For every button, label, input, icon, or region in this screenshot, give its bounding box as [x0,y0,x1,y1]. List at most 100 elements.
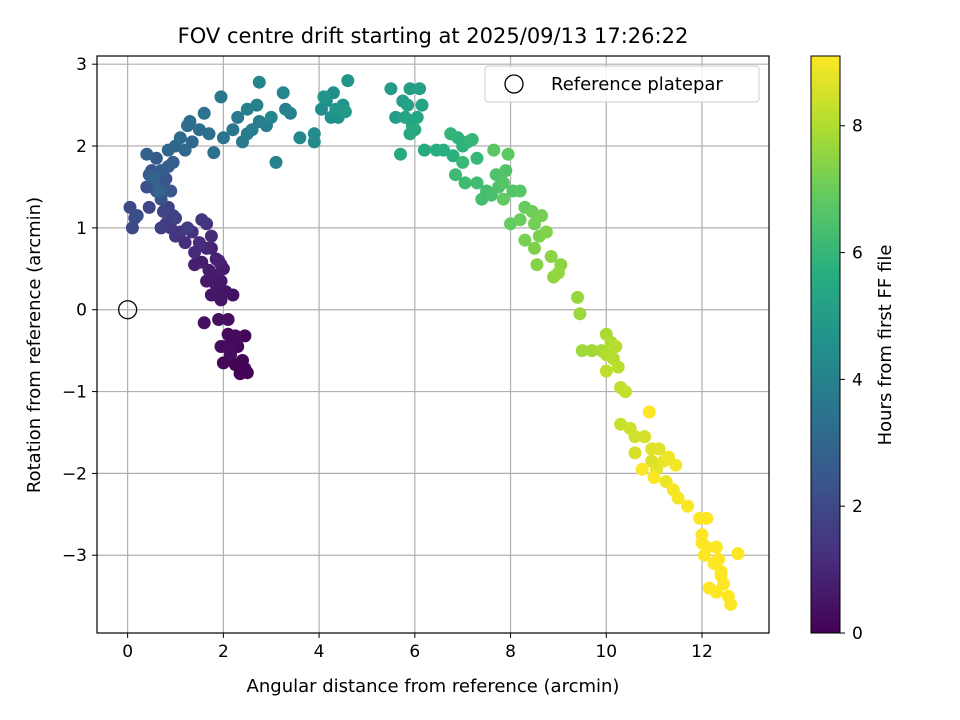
data-point [645,442,659,456]
legend: Reference platepar [484,65,760,103]
data-point [501,147,515,161]
x-tick-label: 0 [122,642,133,662]
data-point [669,458,683,472]
data-point [212,254,226,268]
data-point [338,105,352,119]
data-point [181,221,194,235]
data-point [207,146,221,160]
data-point [628,446,642,460]
data-point [173,131,187,145]
data-point [585,344,599,358]
data-point [681,499,695,513]
data-point [449,168,462,182]
data-point [518,233,532,247]
data-point [609,340,623,353]
data-point [544,250,558,263]
data-point [458,176,472,190]
data-point [236,135,249,149]
chart-title: FOV centre drift starting at 2025/09/13 … [178,24,689,48]
data-point [214,340,228,353]
x-tick-label: 8 [505,642,516,662]
data-point [231,110,245,124]
y-tick-label: 3 [76,55,87,75]
data-point [240,102,254,116]
data-point [269,155,283,169]
data-point [642,405,656,419]
y-axis-label: Rotation from reference (arcmin) [24,197,45,493]
data-point [444,127,458,141]
data-point [341,74,355,88]
colorbar-tick-label: 8 [852,117,863,137]
data-point [154,221,168,235]
reference-platepar-marker [117,300,138,320]
x-tick-label: 4 [314,642,325,662]
data-point [499,164,513,178]
x-tick-label: 10 [595,642,617,662]
data-point [408,123,422,137]
y-tick-label: 2 [76,137,87,157]
data-point [496,192,510,206]
data-point [142,200,156,214]
data-point [446,149,460,163]
y-tick-label: −3 [62,546,87,566]
colorbar-tick-label: 2 [852,497,863,517]
data-point [401,98,415,112]
data-point [202,127,216,141]
data-point [470,176,484,190]
x-axis-ticks: 0 2 4 6 8 10 12 [122,633,713,662]
data-points [123,74,745,611]
data-point [635,462,649,476]
data-point [178,236,192,250]
data-point [125,221,139,235]
data-point [535,209,549,223]
data-point [264,110,278,124]
data-point [702,581,716,595]
data-point [317,90,331,104]
data-point [224,348,237,362]
data-point [252,75,266,89]
data-point [731,547,745,561]
data-point [437,143,450,157]
data-point [465,133,479,146]
data-point [513,213,527,227]
data-point [528,241,541,255]
data-point [192,236,206,250]
data-point [152,184,166,198]
data-point [611,360,625,374]
data-point [276,86,290,100]
data-point [695,536,709,550]
data-point [226,123,240,137]
data-point [618,385,632,399]
data-point [166,155,180,169]
data-point [599,364,613,378]
data-point [147,172,161,186]
x-tick-label: 6 [409,642,420,662]
data-point [539,225,553,239]
data-point [470,151,484,165]
data-point [293,131,307,145]
data-point [712,552,726,566]
data-point [513,184,527,198]
data-point [130,209,144,223]
data-point [413,82,427,96]
data-point [183,115,197,128]
data-point [384,82,398,96]
data-point [671,491,685,505]
data-point [228,329,242,343]
colorbar-label: Hours from first FF file [875,245,896,446]
legend-marker [504,74,524,94]
data-point [487,143,501,157]
legend-box [484,65,760,103]
colorbar-tick-label: 4 [852,370,863,390]
data-point [417,143,431,157]
data-point [216,131,230,145]
data-point [551,266,565,280]
y-tick-label: 1 [76,219,87,239]
data-point [571,290,584,304]
x-tick-label: 12 [691,642,713,662]
data-point [188,258,202,272]
data-point [394,147,407,161]
data-point [204,229,218,243]
data-point [647,471,661,484]
